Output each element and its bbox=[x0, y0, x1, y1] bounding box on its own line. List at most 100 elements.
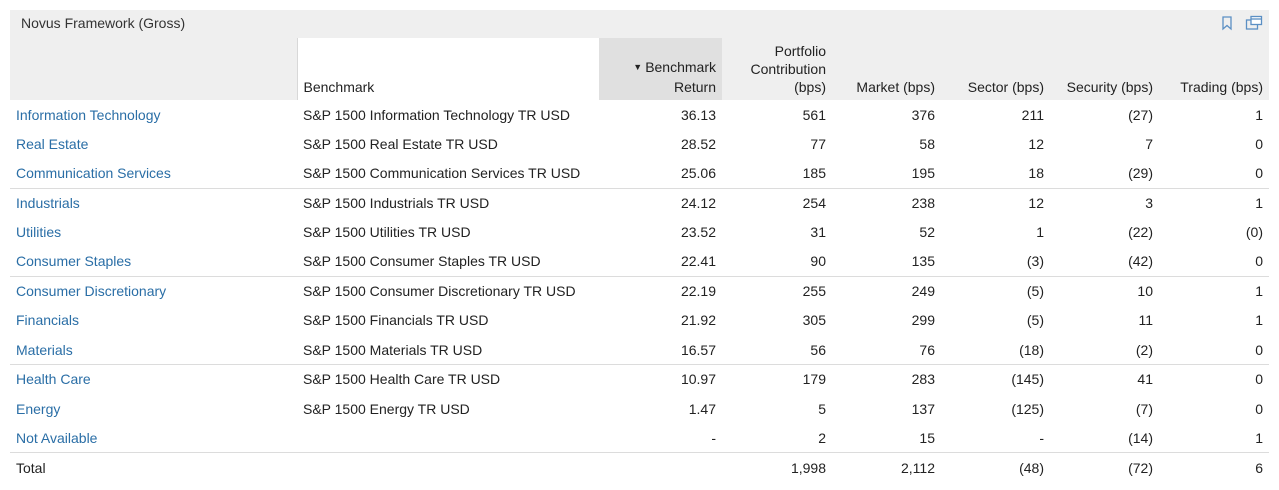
table-cell-sector[interactable]: Consumer Staples bbox=[16, 253, 132, 270]
table-cell-trading: 0 bbox=[1255, 136, 1263, 153]
table-cell-contribution: 254 bbox=[722, 187, 832, 218]
table-cell-sector-bps: 1 bbox=[1036, 224, 1044, 241]
table-cell-market: 58 bbox=[919, 136, 935, 153]
table-cell-security: 7 bbox=[1145, 136, 1153, 153]
table-cell-security: 41 bbox=[1050, 364, 1159, 394]
table-cell-sector[interactable]: Communication Services bbox=[16, 165, 171, 182]
table-cell-contribution: 31 bbox=[810, 224, 826, 241]
header-benchmark[interactable]: Benchmark bbox=[296, 38, 599, 100]
table-cell-benchmark: S&P 1500 Consumer Discretionary TR USD bbox=[297, 275, 599, 306]
table-cell-trading: 0 bbox=[1159, 364, 1269, 394]
table-cell-benchmark-return: 10.97 bbox=[599, 364, 722, 394]
table-cell-sector-bps: (5) bbox=[941, 275, 1050, 306]
popout-icon[interactable] bbox=[1245, 15, 1263, 31]
sort-desc-icon: ▼ bbox=[633, 62, 643, 72]
table-cell-sector[interactable]: Energy bbox=[16, 400, 61, 417]
table-cell-contribution: 90 bbox=[810, 253, 826, 270]
table-row: Consumer Discretionary S&P 1500 Consumer … bbox=[10, 275, 1269, 306]
header-portfolio-contribution[interactable]: Portfolio Contribution (bps) bbox=[750, 43, 827, 95]
table-row: Financials S&P 1500 Financials TR USD 21.9… bbox=[10, 306, 1269, 335]
table-cell-security: (14) bbox=[1128, 429, 1153, 446]
header-sector bbox=[10, 38, 297, 100]
table-cell-benchmark-return: 24.12 bbox=[599, 187, 722, 218]
table-cell-benchmark: S&P 1500 Industrials TR USD bbox=[297, 187, 599, 218]
table-cell-sector[interactable]: Information Technology bbox=[16, 106, 161, 123]
table-cell-sector[interactable]: Consumer Discretionary bbox=[10, 275, 297, 306]
table-cell-trading: 1 bbox=[1255, 429, 1263, 446]
table-cell-security: (29) bbox=[1128, 165, 1153, 182]
table-cell-sector-bps: (5) bbox=[1026, 312, 1044, 329]
table-cell-market: 137 bbox=[911, 400, 935, 417]
table-cell-market: 299 bbox=[911, 312, 935, 329]
table-cell-sector[interactable]: Utilities bbox=[16, 224, 62, 241]
table-cell-benchmark-return: 23.52 bbox=[680, 224, 716, 241]
table-cell-benchmark-return: 25.06 bbox=[680, 165, 716, 182]
table-cell-contribution: 305 bbox=[802, 312, 826, 329]
table-cell-security: 3 bbox=[1050, 187, 1159, 218]
table-cell-sector-bps: (125) bbox=[1011, 400, 1044, 417]
table-row: Utilities S&P 1500 Utilities TR USD 23.52 3… bbox=[10, 218, 1269, 247]
table-cell-security: (42) bbox=[1128, 253, 1153, 270]
table-cell-market: 249 bbox=[832, 275, 941, 306]
table-cell-benchmark: S&P 1500 Financials TR USD bbox=[303, 312, 489, 329]
header-sector-bps[interactable]: Sector (bps) bbox=[967, 79, 1044, 95]
table-cell-market: 135 bbox=[911, 253, 935, 270]
table-cell-sector[interactable]: Real Estate bbox=[16, 136, 89, 153]
table-cell-security: (7) bbox=[1135, 400, 1153, 417]
table-cell-sector[interactable]: Not Available bbox=[16, 429, 98, 446]
table-cell-security: (27) bbox=[1128, 106, 1153, 123]
table-row: Real Estate S&P 1500 Real Estate TR USD 28… bbox=[10, 129, 1269, 158]
bookmark-icon[interactable] bbox=[1219, 15, 1235, 31]
table-cell-benchmark-return: 36.13 bbox=[680, 106, 716, 123]
table-cell-sector-bps: 18 bbox=[1028, 165, 1044, 182]
panel-titlebar: Novus Framework (Gross) bbox=[10, 10, 1269, 38]
table-cell-trading: 1 bbox=[1255, 312, 1263, 329]
table-cell-sector[interactable]: Health Care bbox=[10, 364, 297, 394]
table-cell-benchmark: S&P 1500 Consumer Staples TR USD bbox=[303, 253, 541, 270]
total-market: 2,112 bbox=[832, 452, 941, 483]
total-return-empty bbox=[599, 452, 722, 483]
table-cell-benchmark: S&P 1500 Health Care TR USD bbox=[297, 364, 599, 394]
table-row: Energy S&P 1500 Energy TR USD 1.47 5 137 (125… bbox=[10, 394, 1269, 423]
table-cell-trading: 1 bbox=[1159, 275, 1269, 306]
table-row: Health Care S&P 1500 Health Care TR USD 10… bbox=[10, 364, 1269, 394]
table-cell-benchmark-return: 21.92 bbox=[680, 312, 716, 329]
table-cell-benchmark-return: 28.52 bbox=[680, 136, 716, 153]
header-market[interactable]: Market (bps) bbox=[856, 79, 935, 95]
table-row: Consumer Staples S&P 1500 Consumer Staple… bbox=[10, 247, 1269, 276]
table-cell-security: 11 bbox=[1138, 312, 1153, 329]
table-cell-trading: 0 bbox=[1255, 253, 1263, 270]
table-cell-sector-bps: 12 bbox=[941, 187, 1050, 218]
table-cell-market: 376 bbox=[911, 106, 935, 123]
table-cell-benchmark-return: 16.57 bbox=[680, 341, 716, 358]
total-row: Total 1,998 2,112 (48) (72) 6 bbox=[10, 452, 1269, 483]
table-cell-contribution: 185 bbox=[802, 165, 826, 182]
header-security[interactable]: Security (bps) bbox=[1066, 79, 1153, 95]
table-cell-benchmark: S&P 1500 Materials TR USD bbox=[303, 341, 483, 358]
header-trading[interactable]: Trading (bps) bbox=[1180, 79, 1263, 95]
table-cell-security: (2) bbox=[1135, 341, 1153, 358]
header-row: Benchmark ▼ Benchmark Return Portfolio Cont… bbox=[10, 38, 1269, 100]
table-cell-market: 283 bbox=[832, 364, 941, 394]
table-cell-contribution: 5 bbox=[818, 400, 826, 417]
table-cell-benchmark: S&P 1500 Communication Services TR USD bbox=[303, 165, 581, 182]
table-row: Communication Services S&P 1500 Communica… bbox=[10, 159, 1269, 188]
table-cell-market: 52 bbox=[919, 224, 935, 241]
table-cell-trading: 0 bbox=[1255, 400, 1263, 417]
table-cell-benchmark: S&P 1500 Information Technology TR USD bbox=[303, 106, 570, 123]
table-cell-sector[interactable]: Financials bbox=[16, 312, 80, 329]
table-cell-market: 195 bbox=[911, 165, 935, 182]
table-cell-security: (22) bbox=[1128, 224, 1153, 241]
table-cell-trading: 0 bbox=[1255, 165, 1263, 182]
attribution-table: Benchmark ▼ Benchmark Return Portfolio Cont… bbox=[10, 38, 1269, 483]
table-cell-sector[interactable]: Materials bbox=[16, 341, 73, 358]
table-row: Not Available - 2 15 - (14) 1 bbox=[10, 423, 1269, 452]
table-cell-contribution: 2 bbox=[818, 429, 826, 446]
table-cell-sector[interactable]: Industrials bbox=[10, 187, 297, 218]
table-cell-benchmark bbox=[297, 423, 599, 452]
header-benchmark-return[interactable]: ▼ Benchmark Return bbox=[599, 38, 722, 100]
table-cell-market: 76 bbox=[919, 341, 935, 358]
table-cell-benchmark-return: - bbox=[711, 429, 716, 446]
table-cell-contribution: 561 bbox=[802, 106, 826, 123]
table-row: Materials S&P 1500 Materials TR USD 16.57 5… bbox=[10, 335, 1269, 364]
